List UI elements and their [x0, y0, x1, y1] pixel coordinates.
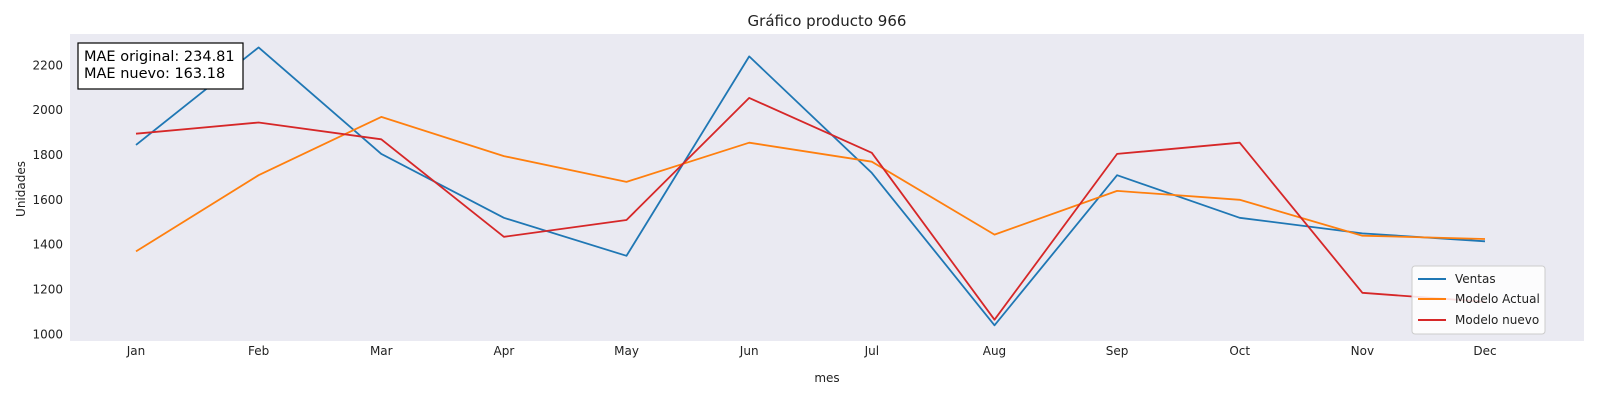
series-layer	[135, 46, 1486, 327]
x-axis: Jan Feb Mar Apr May Jun Jul Aug Sep Oct Nov Dec	[126, 344, 1497, 358]
x-tick-label: Jan	[126, 344, 146, 358]
mae-annotation: MAE original: 234.81 MAE nuevo: 163.18	[77, 42, 244, 90]
x-tick-label: May	[614, 344, 639, 358]
x-tick-label: Sep	[1106, 344, 1129, 358]
x-tick-label: Apr	[494, 344, 515, 358]
y-tick-label: 2200	[32, 58, 63, 72]
y-tick-label: 2000	[32, 103, 63, 117]
series-line-modelo-actual	[135, 116, 1486, 253]
series-line-modelo-nuevo	[135, 97, 1486, 321]
legend: Ventas Modelo Actual Modelo nuevo	[1411, 265, 1546, 335]
mae-nuevo-text: MAE nuevo: 163.18	[84, 66, 225, 82]
legend-label-ventas: Ventas	[1455, 272, 1496, 286]
y-tick-label: 1800	[32, 148, 63, 162]
legend-label-modelo-actual: Modelo Actual	[1455, 292, 1540, 306]
x-axis-title: mes	[814, 371, 839, 385]
y-axis: 1000 1200 1400 1600 1800 2000 2200	[32, 58, 63, 341]
x-tick-label: Jun	[739, 344, 759, 358]
x-tick-label: Nov	[1351, 344, 1374, 358]
y-tick-label: 1000	[32, 327, 63, 341]
x-tick-label: Feb	[248, 344, 269, 358]
mae-annotation-box	[77, 42, 244, 90]
legend-box	[1411, 265, 1546, 335]
x-tick-label: Dec	[1473, 344, 1496, 358]
y-tick-label: 1400	[32, 238, 63, 252]
legend-label-modelo-nuevo: Modelo nuevo	[1455, 313, 1539, 327]
chart-title: Gráfico producto 966	[748, 12, 907, 30]
y-tick-label: 1200	[32, 282, 63, 296]
mae-original-text: MAE original: 234.81	[84, 49, 235, 65]
x-tick-label: Mar	[370, 344, 393, 358]
x-tick-label: Jul	[864, 344, 879, 358]
y-axis-title: Unidades	[14, 161, 28, 217]
y-tick-label: 1600	[32, 193, 63, 207]
x-tick-label: Oct	[1229, 344, 1250, 358]
x-tick-label: Aug	[983, 344, 1006, 358]
plot-background	[70, 34, 1584, 341]
